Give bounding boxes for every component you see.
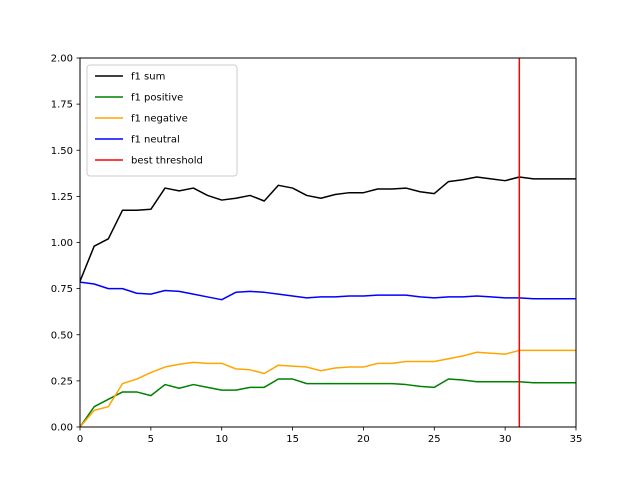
x-tick-label: 20 <box>357 434 370 445</box>
y-axis: 0.00 0.25 0.50 0.75 1.00 1.25 1.50 1.75 2.00 <box>51 54 80 434</box>
y-tick-label: 0.00 <box>51 423 73 434</box>
y-tick-label: 1.25 <box>51 192 73 203</box>
x-tick-label: 10 <box>215 434 228 445</box>
series-line-f1-neutral <box>79 281 576 301</box>
x-tick-label: 0 <box>77 434 83 445</box>
y-tick-label: 1.00 <box>51 238 73 249</box>
legend-label: f1 positive <box>131 93 183 104</box>
series-line-f1-positive <box>79 378 576 428</box>
legend-label: f1 neutral <box>131 135 180 146</box>
legend-label: f1 negative <box>131 114 188 125</box>
x-tick-label: 5 <box>148 434 154 445</box>
legend-label: f1 sum <box>131 72 165 83</box>
legend-box <box>86 64 238 177</box>
y-tick-label: 0.75 <box>51 284 73 295</box>
y-tick-label: 0.50 <box>51 330 73 341</box>
y-tick-label: 0.25 <box>51 376 73 387</box>
series-line-f1-negative <box>79 349 576 428</box>
legend-label: best threshold <box>131 156 203 167</box>
x-axis: 0 5 10 15 20 25 30 35 <box>77 427 583 445</box>
y-tick-label: 1.50 <box>51 146 73 157</box>
series-line-f1-sum <box>79 176 576 282</box>
legend: f1 sum f1 positive f1 negative f1 neutral be… <box>86 64 238 177</box>
x-tick-label: 25 <box>428 434 441 445</box>
y-tick-label: 2.00 <box>51 54 73 65</box>
x-tick-label: 15 <box>286 434 299 445</box>
x-tick-label: 35 <box>570 434 583 445</box>
x-tick-label: 30 <box>499 434 512 445</box>
y-tick-label: 1.75 <box>51 100 73 111</box>
series-layer <box>79 176 576 428</box>
